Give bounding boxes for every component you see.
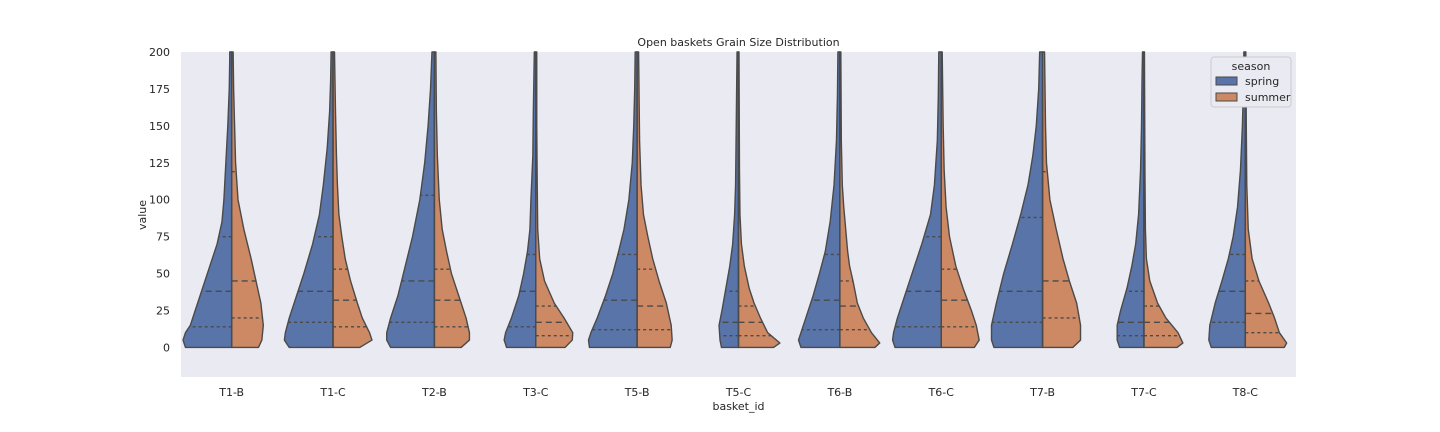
x-axis-title: basket_id — [712, 400, 764, 413]
x-tick-label: T1-B — [218, 386, 244, 399]
x-axis-ticks: T1-B T1-C T2-B T3-C T5-B T5-C T6-B T6-C T7-B T7-C… — [218, 386, 1258, 399]
y-tick-label: 175 — [149, 83, 170, 96]
violin-summer-T5-B — [636, 51, 673, 349]
x-tick-label: T1-C — [319, 386, 346, 399]
y-tick-label: 125 — [149, 157, 170, 170]
x-tick-label: T7-C — [1130, 386, 1157, 399]
x-tick-label: T2-B — [421, 386, 447, 399]
y-tick-label: 75 — [156, 231, 170, 244]
legend-label-summer: summer — [1245, 91, 1291, 104]
legend-label-spring: spring — [1245, 75, 1279, 88]
violin-spring-T2-B — [386, 51, 436, 349]
violin-summer-T6-C — [940, 51, 980, 349]
violin-spring-T5-B — [587, 51, 638, 349]
x-tick-label: T8-C — [1232, 386, 1259, 399]
y-tick-label: 150 — [149, 120, 170, 133]
y-axis-title: value — [136, 200, 149, 230]
violin-spring-T6-B — [797, 51, 841, 349]
x-tick-label: T3-C — [522, 386, 549, 399]
y-tick-label: 100 — [149, 194, 170, 207]
violins-layer — [182, 51, 1288, 349]
legend-swatch-summer — [1215, 92, 1238, 102]
legend: season spring summer — [1210, 56, 1292, 108]
violin-spring-T6-C — [891, 51, 942, 349]
violin-summer-T6-B — [839, 51, 881, 349]
violin-spring-T3-C — [503, 51, 537, 349]
legend-title: season — [1232, 60, 1271, 73]
violin-spring-T1-B — [182, 51, 233, 349]
x-tick-label: T5-C — [725, 386, 752, 399]
violin-summer-T1-B — [230, 51, 265, 349]
violin-summer-T1-C — [332, 51, 373, 349]
y-axis-ticks: 0 25 50 75 100 125 150 175 200 — [149, 46, 170, 354]
y-tick-label: 50 — [156, 268, 170, 281]
violin-spring-T1-C — [283, 51, 334, 349]
y-tick-label: 0 — [163, 341, 170, 354]
y-tick-label: 200 — [149, 46, 170, 59]
legend-swatch-spring — [1215, 76, 1238, 86]
violin-summer-T3-C — [535, 51, 574, 349]
x-tick-label: T6-C — [928, 386, 955, 399]
y-tick-label: 25 — [156, 305, 170, 318]
chart-title: Open baskets Grain Size Distribution — [637, 36, 839, 49]
violin-summer-T7-B — [1041, 51, 1082, 349]
violin-spring-T5-C — [718, 51, 740, 349]
violin-summer-T2-B — [433, 51, 471, 349]
violin-spring-T7-B — [990, 51, 1044, 349]
x-tick-label: T6-B — [826, 386, 852, 399]
x-tick-label: T7-B — [1029, 386, 1055, 399]
x-tick-label: T5-B — [624, 386, 650, 399]
